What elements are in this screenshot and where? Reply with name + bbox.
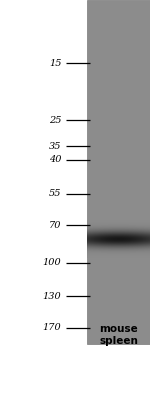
Text: 170: 170 [43, 324, 61, 332]
Text: 100: 100 [43, 258, 61, 267]
Text: mouse
spleen: mouse spleen [99, 324, 138, 346]
Text: 55: 55 [49, 189, 62, 198]
Bar [87, 0, 150, 344]
Text: 15: 15 [49, 59, 62, 68]
Text: 40: 40 [49, 156, 62, 164]
Text: 70: 70 [49, 221, 62, 229]
Text: 35: 35 [49, 142, 62, 150]
Text: 25: 25 [49, 116, 62, 125]
Text: 130: 130 [43, 292, 61, 301]
